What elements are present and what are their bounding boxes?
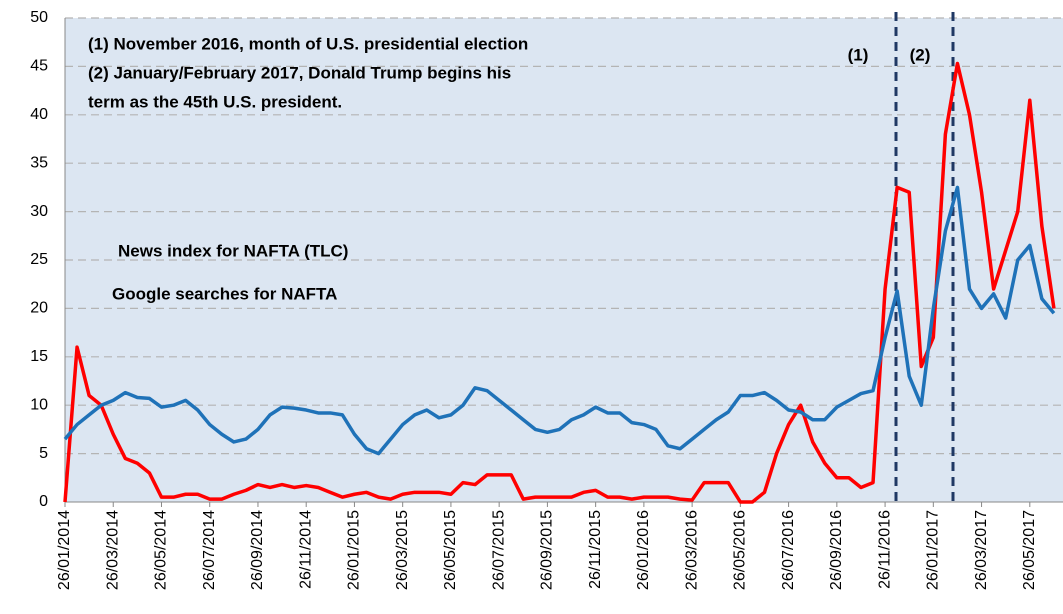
x-tick-label: 26/05/2015	[442, 510, 459, 590]
y-tick-label: 25	[30, 251, 48, 268]
y-tick-label: 50	[30, 9, 48, 26]
y-tick-label: 45	[30, 58, 48, 75]
series-line	[63, 185, 1056, 456]
x-tick-label: 26/09/2014	[249, 510, 266, 590]
legend-label: Google searches for NAFTA	[112, 284, 337, 303]
x-tick-label: 26/11/2015	[587, 510, 604, 589]
y-tick-label: 30	[30, 203, 48, 220]
x-tick-label: 26/11/2016	[876, 510, 893, 589]
annotation: (2) January/February 2017, Donald Trump …	[88, 63, 511, 82]
x-tick-label: 26/07/2016	[780, 510, 797, 590]
x-tick-label: 26/07/2015	[490, 510, 507, 590]
x-tick-label: 26/05/2014	[153, 510, 170, 590]
y-tick-label: 0	[39, 493, 48, 510]
x-tick-label: 26/03/2015	[394, 510, 411, 590]
series-line	[63, 61, 1056, 504]
y-tick-label: 10	[30, 396, 48, 413]
y-tick-label: 5	[39, 445, 48, 462]
y-tick-label: 35	[30, 154, 48, 171]
x-tick-label: 26/05/2016	[732, 510, 749, 590]
x-tick-label: 26/01/2014	[56, 510, 73, 590]
legend-label: News index for NAFTA (TLC)	[118, 241, 348, 260]
x-tick-label: 26/07/2014	[201, 510, 218, 590]
annotation: (1) November 2016, month of U.S. preside…	[88, 34, 528, 53]
x-tick-label: 26/03/2017	[973, 510, 990, 590]
y-tick-label: 15	[30, 348, 48, 365]
event-marker: (1)	[848, 45, 869, 64]
x-tick-label: 26/01/2015	[346, 510, 363, 590]
y-tick-label: 20	[30, 300, 48, 317]
x-tick-label: 26/01/2017	[925, 510, 942, 590]
y-tick-label: 40	[30, 106, 48, 123]
x-tick-label: 26/11/2014	[297, 510, 314, 589]
annotation: term as the 45th U.S. president.	[88, 92, 342, 111]
x-tick-label: 26/03/2016	[683, 510, 700, 590]
x-tick-label: 26/05/2017	[1021, 510, 1038, 590]
x-tick-label: 26/01/2016	[635, 510, 652, 590]
x-tick-label: 26/09/2015	[539, 510, 556, 590]
x-tick-label: 26/03/2014	[104, 510, 121, 590]
x-tick-label: 26/09/2016	[828, 510, 845, 590]
event-marker: (2)	[910, 45, 931, 64]
